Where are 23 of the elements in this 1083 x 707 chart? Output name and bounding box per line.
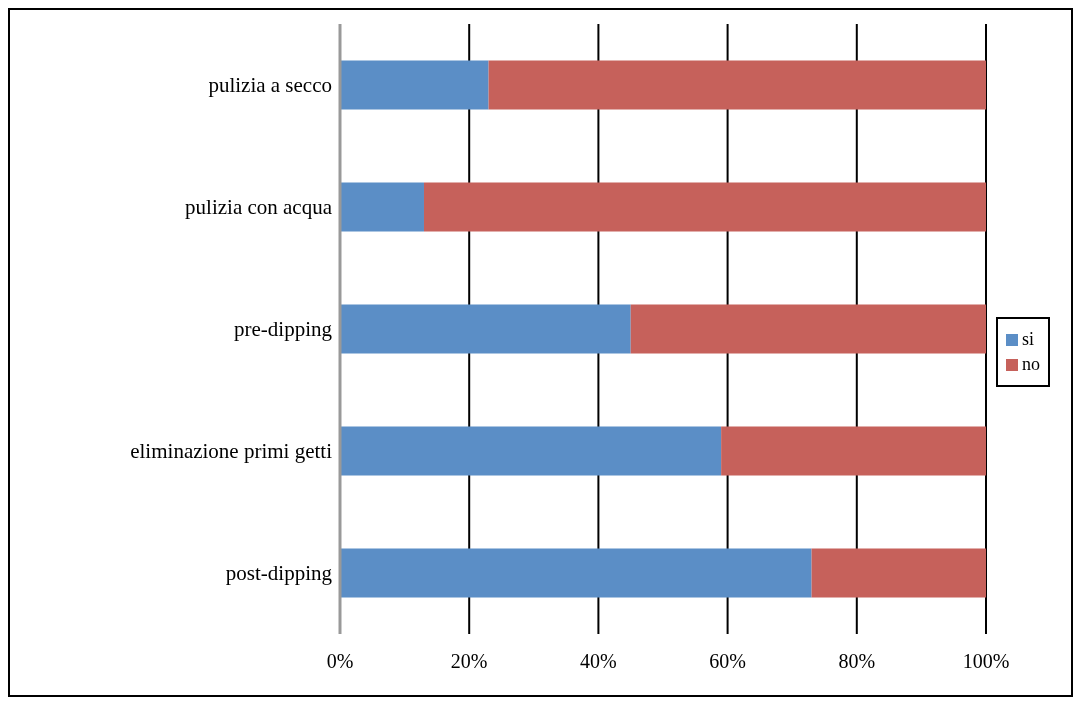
x-tick-label: 100%: [962, 650, 1010, 673]
bar: [630, 304, 986, 354]
bar: [488, 60, 986, 110]
x-tick-label: 20%: [450, 650, 488, 673]
bar: [340, 426, 722, 476]
y-tick-label: eliminazione primi getti: [130, 439, 333, 464]
y-tick-label: pulizia con acqua: [185, 195, 333, 220]
legend-label: no: [1022, 354, 1040, 375]
bar: [721, 426, 986, 476]
y-tick-label: post-dipping: [225, 561, 333, 586]
bar: [340, 548, 812, 598]
x-tick-label: 80%: [838, 650, 876, 673]
legend-label: si: [1022, 329, 1035, 350]
x-tick-label: 40%: [580, 650, 617, 673]
bar: [423, 182, 986, 232]
bar: [340, 60, 489, 110]
bar: [340, 304, 631, 354]
y-tick-label: pre-dipping: [234, 317, 333, 342]
bar: [340, 182, 424, 232]
y-tick-label: pulizia a secco: [208, 73, 332, 98]
bar: [811, 548, 986, 598]
x-tick-label: 60%: [709, 650, 746, 673]
x-tick-label: 0%: [326, 650, 354, 673]
